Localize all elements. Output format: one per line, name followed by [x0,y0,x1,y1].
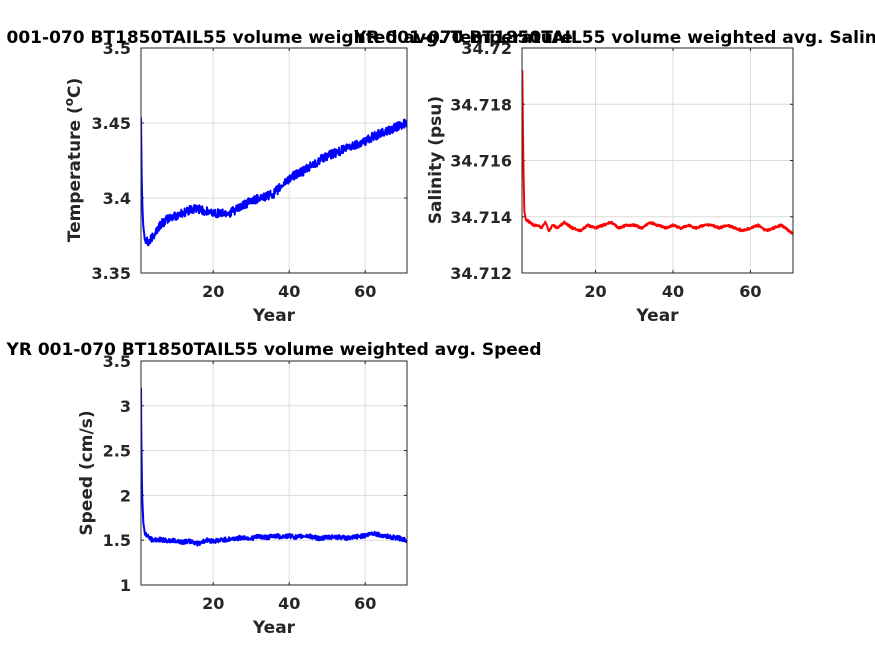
salinity-gridlines [522,48,793,273]
speed-panel: 20 40 60 1 1.5 2 2.5 3 3.5 YR 001-070 BT1850TAI… [6,340,542,638]
speed-y-tick-label: 3 [120,397,131,416]
speed-series-line [141,388,407,547]
salinity-x-tick-labels: 20 40 60 [584,282,761,301]
speed-chart-title: YR 001-070 BT1850TAIL55 volume weighted … [6,340,542,360]
salinity-y-tick-label: 34.718 [450,95,512,114]
salinity-panel: 20 40 60 34.712 34.714 34.716 34.718 34.72 YR … [353,28,875,326]
speed-y-tick-label: 2 [120,486,131,505]
temperature-series-line [141,117,407,247]
temperature-x-tick-labels: 20 40 60 [202,282,376,301]
temperature-x-tick-label: 60 [354,282,376,301]
salinity-y-tick-label: 34.72 [461,39,512,58]
temperature-y-tick-label: 3.4 [103,189,131,208]
temperature-series [141,117,407,247]
speed-x-tick-label: 20 [202,594,224,613]
temperature-y-tick-labels: 3.35 3.4 3.45 3.5 [92,39,131,283]
salinity-y-tick-labels: 34.712 34.714 34.716 34.718 34.72 [450,39,512,283]
speed-x-tick-label: 60 [354,594,376,613]
salinity-series-line [522,69,793,236]
salinity-x-tick-label: 60 [739,282,761,301]
temperature-y-label-suffix: C) [65,78,85,98]
speed-x-axis-label: Year [252,618,296,638]
speed-plot-area [140,360,408,586]
salinity-chart-title: YR 001-070 BT1850TAIL55 volume weighted … [353,28,875,48]
temperature-y-axis-label: Temperature (oC) [62,78,85,242]
salinity-y-tick-label: 34.714 [450,208,512,227]
speed-x-tick-labels: 20 40 60 [202,594,376,613]
temperature-y-tick-label: 3.5 [103,39,131,58]
speed-y-tick-label: 1 [120,576,131,595]
salinity-x-tick-label: 40 [662,282,684,301]
salinity-x-tick-label: 20 [584,282,606,301]
speed-y-axis-label: Speed (cm/s) [77,410,97,535]
salinity-y-axis-label: Salinity (psu) [426,96,446,224]
salinity-x-axis-label: Year [635,306,679,326]
temperature-y-tick-label: 3.35 [92,264,131,283]
speed-y-tick-label: 1.5 [103,531,131,550]
temperature-y-label-superscript: o [62,98,76,106]
temperature-panel: 20 40 60 3.35 3.4 3.45 3.5 YR 001-070 BT1850T… [0,28,573,326]
temperature-x-axis-label: Year [252,306,296,326]
temperature-axes-frame [140,47,408,274]
salinity-series [522,69,793,236]
speed-y-tick-label: 3.5 [103,352,131,371]
temperature-y-tick-label: 3.45 [92,114,131,133]
salinity-y-tick-label: 34.716 [450,152,512,171]
speed-y-tick-labels: 1 1.5 2 2.5 3 3.5 [103,352,131,595]
salinity-axes-frame [521,47,794,274]
speed-gridlines [141,361,407,585]
temperature-chart-title: YR 001-070 BT1850TAIL55 volume weighted … [0,28,573,48]
speed-x-tick-label: 40 [278,594,300,613]
temperature-x-tick-label: 20 [202,282,224,301]
speed-y-tick-label: 2.5 [103,442,131,461]
salinity-y-tick-label: 34.712 [450,264,512,283]
speed-axes-frame [140,360,408,586]
temperature-plot-area [140,47,408,274]
speed-series [141,388,407,547]
temperature-x-tick-label: 40 [278,282,300,301]
temperature-y-label-prefix: Temperature ( [65,106,85,242]
